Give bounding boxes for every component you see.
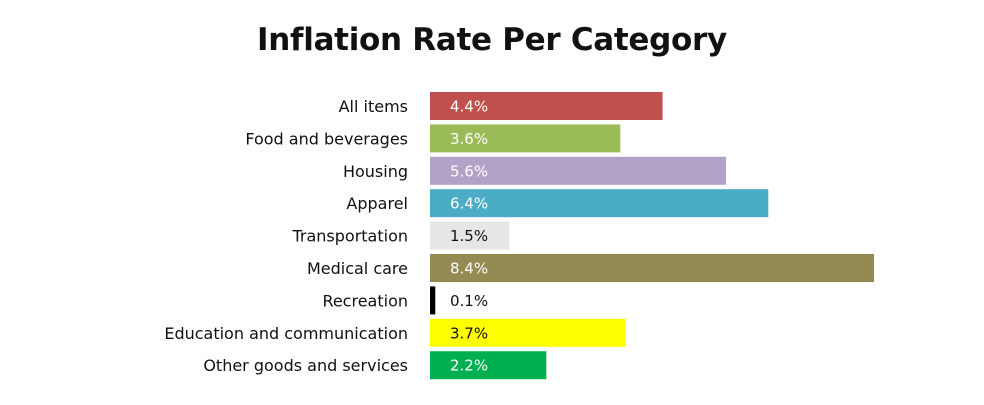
category-label: Transportation	[291, 227, 408, 246]
category-label: Medical care	[307, 259, 408, 278]
bar-8	[430, 351, 547, 380]
category-label: Education and communication	[164, 324, 408, 343]
bar-4	[430, 221, 510, 250]
bar-1	[430, 124, 621, 153]
bar-5	[430, 254, 874, 282]
category-label: Other goods and services	[203, 356, 408, 375]
data-label: 8.4%	[450, 260, 488, 278]
data-label: 6.4%	[450, 195, 488, 213]
bar-2	[430, 156, 726, 185]
bar-0	[430, 92, 663, 120]
category-label: Recreation	[322, 291, 408, 310]
bar-6	[430, 286, 436, 315]
data-label: 0.1%	[450, 292, 488, 310]
data-label: 3.7%	[450, 324, 488, 342]
category-label: All items	[339, 97, 408, 116]
data-label: 2.2%	[450, 357, 488, 375]
data-label: 1.5%	[450, 227, 488, 245]
chart-title: Inflation Rate Per Category	[257, 22, 727, 58]
category-label: Food and beverages	[245, 129, 408, 148]
data-label: 4.4%	[450, 98, 488, 116]
data-label: 3.6%	[450, 130, 488, 148]
data-label: 5.6%	[450, 162, 488, 180]
category-label: Housing	[343, 162, 408, 181]
bar-3	[430, 189, 769, 218]
bar-7	[430, 318, 626, 347]
category-label: Apparel	[346, 194, 408, 213]
